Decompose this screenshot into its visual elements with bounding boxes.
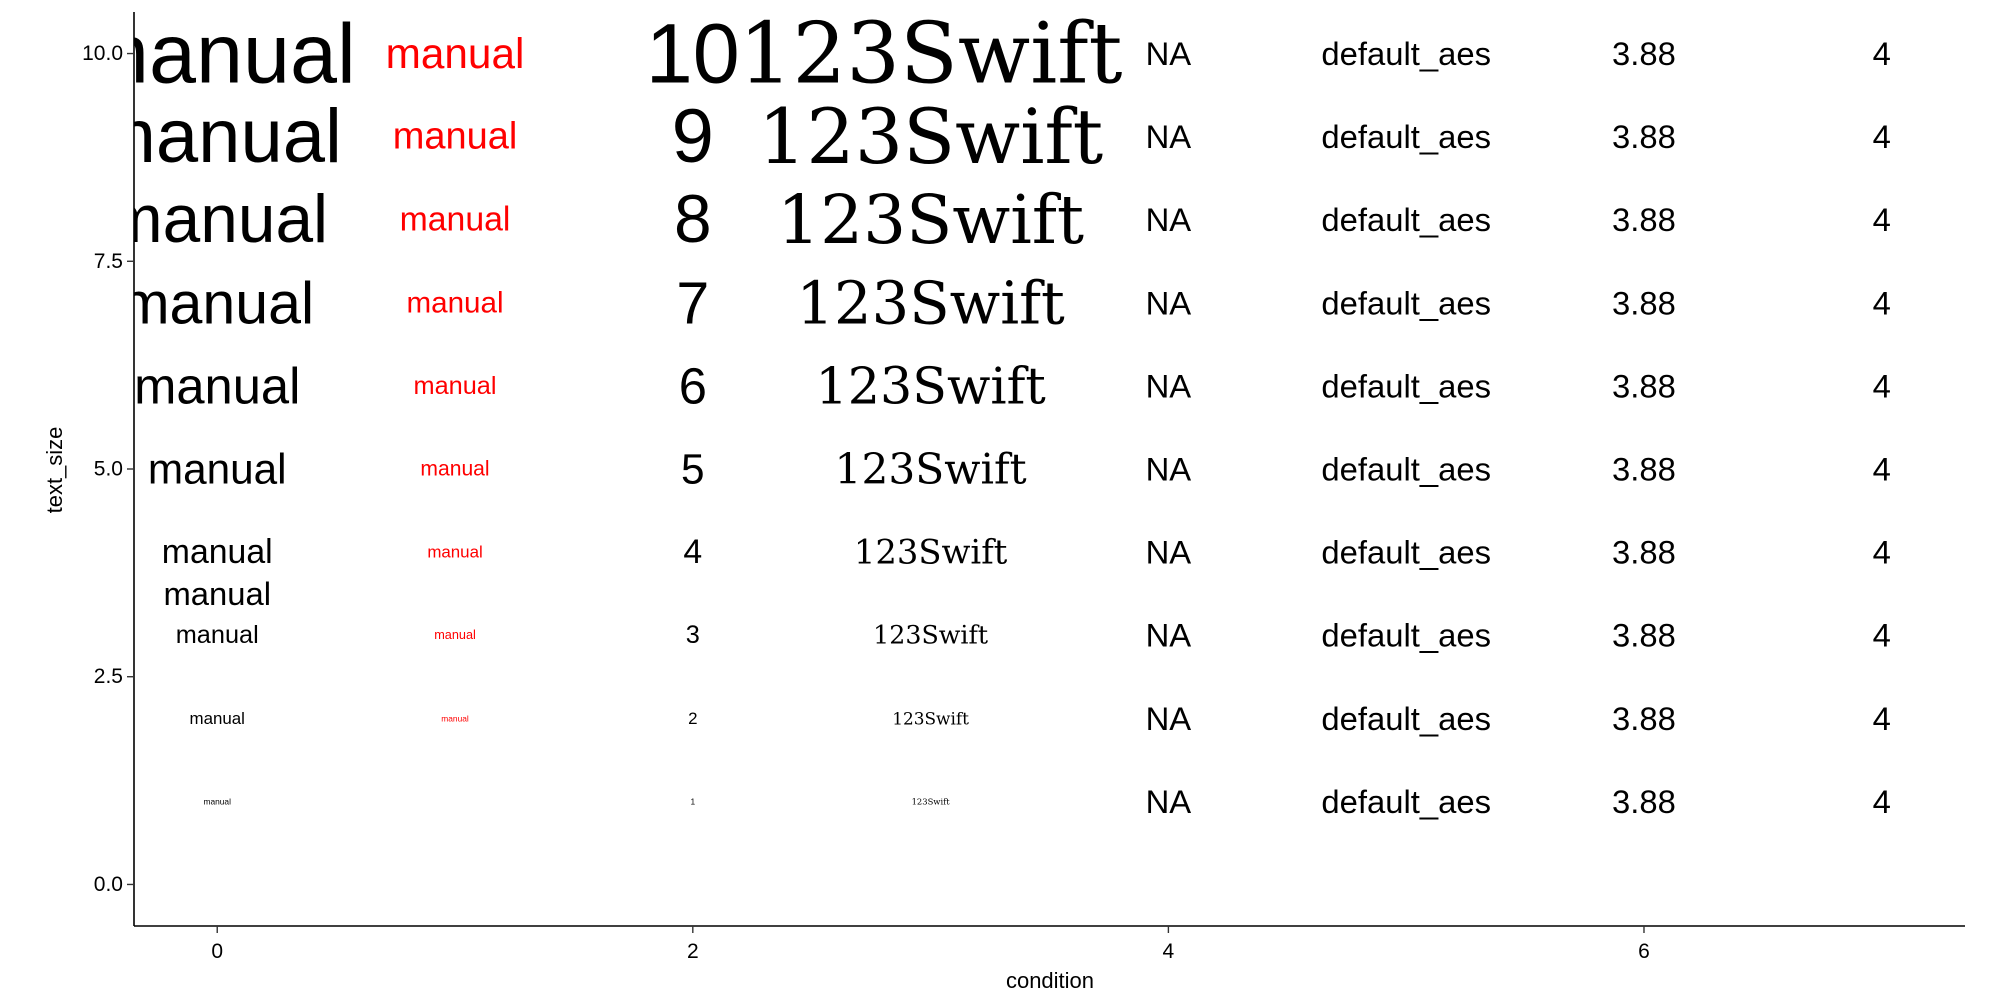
text-mark: NA bbox=[1146, 534, 1192, 571]
text-mark: default_aes bbox=[1321, 617, 1491, 654]
text-mark: manual bbox=[148, 446, 287, 493]
text-mark: default_aes bbox=[1321, 201, 1491, 238]
text-mark: 3.88 bbox=[1612, 617, 1676, 654]
text-mark: 9 bbox=[672, 94, 714, 179]
text-mark: manual bbox=[79, 7, 356, 101]
y-tick-label: 2.5 bbox=[94, 665, 123, 688]
x-tick-label: 6 bbox=[1638, 940, 1650, 963]
text-mark: default_aes bbox=[1321, 534, 1491, 571]
text-mark: 4 bbox=[1873, 201, 1891, 238]
text-mark: 123Swift bbox=[835, 445, 1027, 494]
text-mark: 4 bbox=[1873, 367, 1891, 404]
text-mark: manual bbox=[427, 543, 482, 562]
text-mark: manual bbox=[406, 286, 503, 319]
y-tick-label: 10.0 bbox=[82, 42, 123, 65]
text-mark: 1 bbox=[690, 796, 695, 806]
text-mark: manual bbox=[414, 372, 497, 400]
text-mark: 4 bbox=[1873, 534, 1891, 571]
text-mark: NA bbox=[1146, 118, 1192, 155]
text-mark: 123Swift bbox=[873, 621, 988, 650]
text-mark: 3.88 bbox=[1612, 367, 1676, 404]
y-tick-label: 5.0 bbox=[94, 458, 123, 481]
text-mark: 4 bbox=[1873, 284, 1891, 321]
text-mark: 123Swift bbox=[796, 268, 1065, 337]
text-mark: manual bbox=[386, 30, 525, 77]
y-tick-label: 0.0 bbox=[94, 873, 123, 896]
text-mark: 123Swift bbox=[739, 5, 1123, 103]
text-mark: manual bbox=[393, 116, 518, 158]
text-mark: NA bbox=[1146, 451, 1192, 488]
text-mark: 2 bbox=[688, 709, 697, 728]
text-mark: default_aes bbox=[1321, 35, 1491, 72]
text-mark: manual bbox=[162, 533, 273, 571]
text-mark: NA bbox=[1146, 284, 1192, 321]
text-mark: 4 bbox=[1873, 617, 1891, 654]
text-mark: default_aes bbox=[1321, 284, 1491, 321]
text-mark: manual bbox=[203, 796, 231, 806]
text-mark: 8 bbox=[674, 182, 712, 257]
text-mark: manual bbox=[163, 575, 271, 612]
text-mark: 123Swift bbox=[758, 92, 1103, 181]
text-mark: 3.88 bbox=[1612, 534, 1676, 571]
text-mark: 5 bbox=[681, 446, 705, 493]
text-mark: manual bbox=[400, 201, 511, 239]
text-mark: manual bbox=[434, 628, 476, 642]
text-mark: NA bbox=[1146, 783, 1192, 820]
text-mark: 123Swift bbox=[854, 533, 1008, 572]
text-mark: manual bbox=[134, 357, 300, 414]
plot-panel: manualmanualmanualmanualmanualmanualmanu… bbox=[79, 5, 1891, 820]
text-mark: 10 bbox=[646, 7, 740, 101]
text-mark: 123Swift bbox=[816, 356, 1046, 415]
text-mark: manual bbox=[441, 713, 469, 723]
x-axis-title: condition bbox=[1006, 968, 1094, 993]
text-mark: 3.88 bbox=[1612, 284, 1676, 321]
text-mark: default_aes bbox=[1321, 451, 1491, 488]
text-mark: manual bbox=[120, 269, 314, 336]
text-mark: 3.88 bbox=[1612, 35, 1676, 72]
x-tick-label: 2 bbox=[687, 940, 699, 963]
text-mark: 3.88 bbox=[1612, 451, 1676, 488]
text-mark: manual bbox=[176, 621, 259, 649]
text-mark: default_aes bbox=[1321, 700, 1491, 737]
x-tick-label: 4 bbox=[1163, 940, 1175, 963]
text-mark: 4 bbox=[1873, 783, 1891, 820]
text-mark: 4 bbox=[1873, 700, 1891, 737]
text-mark: 123Swift bbox=[777, 180, 1084, 259]
text-mark: 4 bbox=[1873, 118, 1891, 155]
text-mark: NA bbox=[1146, 700, 1192, 737]
y-axis: 0.0 2.5 5.0 7.5 10.0 bbox=[82, 42, 134, 896]
text-mark: 4 bbox=[1873, 451, 1891, 488]
text-mark: 3 bbox=[686, 621, 700, 649]
text-mark: 6 bbox=[679, 357, 707, 414]
text-mark: manual bbox=[420, 458, 489, 481]
text-mark: 3.88 bbox=[1612, 201, 1676, 238]
text-mark: manual bbox=[190, 709, 245, 728]
y-tick-label: 7.5 bbox=[94, 250, 123, 273]
text-mark: manual bbox=[106, 182, 328, 257]
text-mark: default_aes bbox=[1321, 118, 1491, 155]
text-mark: 123Swift bbox=[892, 708, 969, 728]
text-mark: 3.88 bbox=[1612, 118, 1676, 155]
text-mark: NA bbox=[1146, 35, 1192, 72]
text-mark: default_aes bbox=[1321, 783, 1491, 820]
text-mark: 3.88 bbox=[1612, 700, 1676, 737]
text-mark: 3.88 bbox=[1612, 783, 1676, 820]
text-mark: 123Swift bbox=[912, 796, 951, 806]
text-mark: default_aes bbox=[1321, 367, 1491, 404]
x-axis: 0 2 4 6 bbox=[211, 926, 1650, 963]
y-axis-title: text_size bbox=[42, 427, 67, 514]
text-mark: manual bbox=[93, 94, 342, 179]
text-mark: 4 bbox=[683, 533, 702, 571]
text-mark: 7 bbox=[676, 269, 709, 336]
text-mark: NA bbox=[1146, 367, 1192, 404]
text-mark: 4 bbox=[1873, 35, 1891, 72]
x-tick-label: 0 bbox=[211, 940, 223, 963]
text-mark: NA bbox=[1146, 201, 1192, 238]
text-mark: NA bbox=[1146, 617, 1192, 654]
